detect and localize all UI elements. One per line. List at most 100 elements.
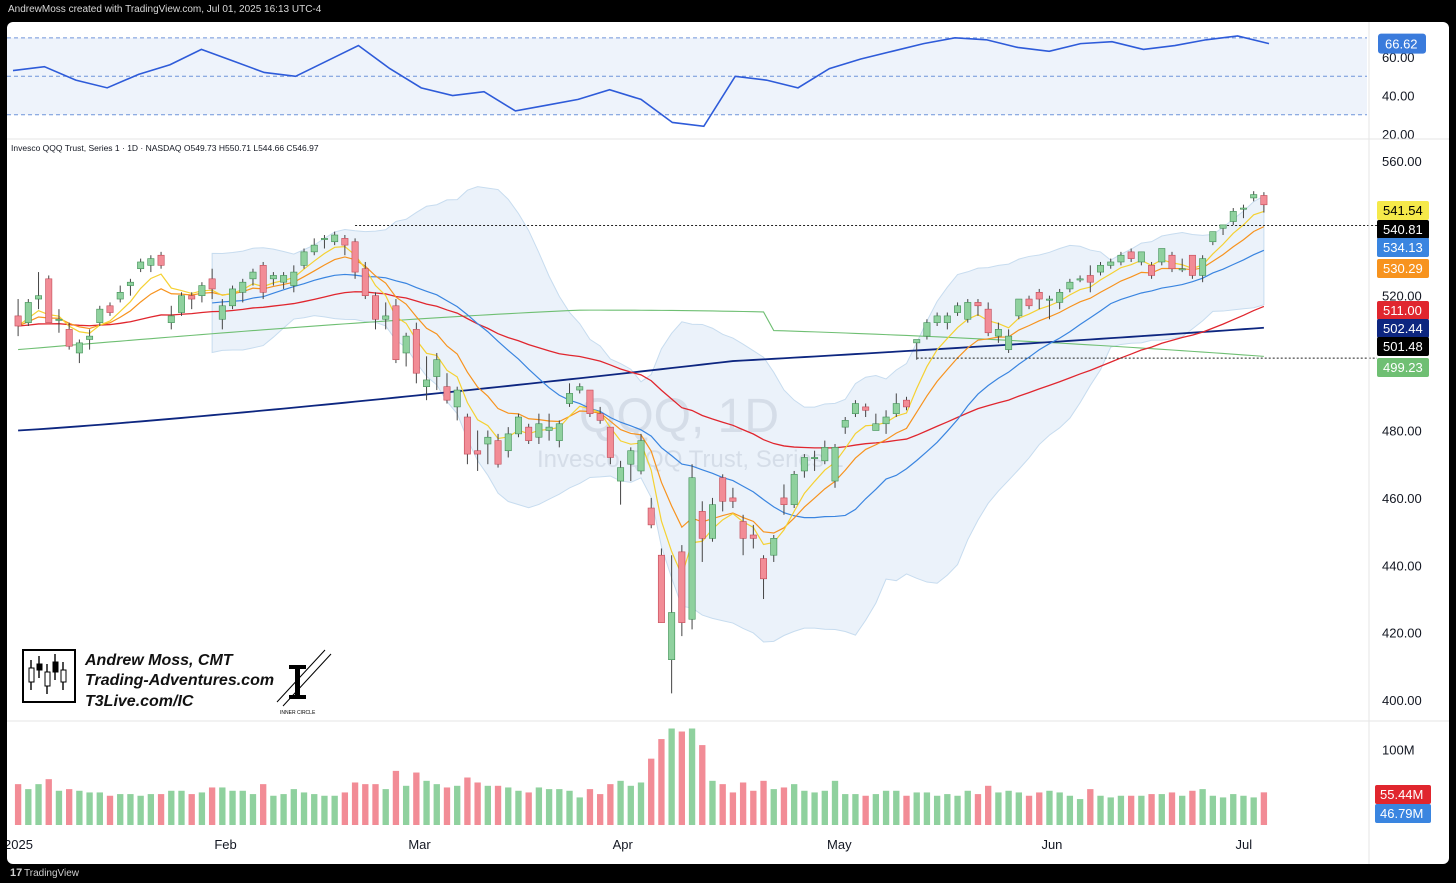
volume-bar [637,782,645,825]
candle [1117,251,1125,266]
time-axis-label: Apr [613,837,634,852]
author-name: Andrew Moss, CMT [84,652,234,669]
candle [351,238,359,279]
volume-bar [1066,795,1074,825]
volume-bar [362,784,369,825]
candle-body [412,329,420,374]
candle-body [851,403,859,414]
candle [188,292,196,310]
candle-body [351,241,359,273]
volume-bar [443,787,451,825]
volume-bar [423,780,430,825]
candle-body [1209,231,1217,243]
candle-body [1086,275,1094,283]
candle-body [800,457,808,472]
candle [586,389,594,418]
candle [1045,295,1053,320]
candle-body [494,440,502,465]
volume-bar [117,794,124,825]
candle [514,413,522,438]
volume-bar [270,795,277,825]
volume-bar [1260,792,1268,825]
volume-bar [576,797,583,825]
candle [249,268,257,286]
volume-bar [392,770,400,825]
volume-bar [413,772,420,825]
volume-badge [1375,804,1431,823]
volume-bar [494,785,502,825]
price-badge-label: 501.48 [1383,339,1423,354]
candle [423,356,431,401]
candle-body [474,450,482,455]
candle-body [382,315,390,320]
volume-bar [229,790,236,825]
candle-body [994,329,1002,337]
volume-bar [1168,792,1176,825]
volume-bar [382,789,389,825]
time-axis-label: May [827,837,852,852]
candle [933,312,941,327]
candle [65,322,73,350]
candle-body [96,308,104,323]
volume-bar [811,792,818,825]
candle-body [1158,248,1166,263]
candle [668,555,676,694]
tradingview-logo-icon[interactable]: 17 [10,867,23,879]
footer-bar: 17 TradingView [0,864,1456,883]
candle [749,524,757,549]
volume-bar [842,794,849,825]
candle-body [954,305,962,313]
candle [1086,265,1094,293]
candle-body [1015,298,1023,317]
volume-bar [454,785,461,825]
volume-tick-label: 100M [1382,743,1415,758]
volume-bar [14,784,22,825]
volume-bar [1117,795,1125,825]
candle [24,299,32,327]
rsi-tick-label: 60.00 [1382,50,1415,65]
ic-cap [289,665,306,669]
candle-body [943,315,951,323]
candle-body [790,474,798,505]
price-badge [1377,259,1429,278]
candle-body [1219,224,1227,229]
candle [1066,278,1074,293]
volume-bar [729,792,737,825]
candle [1076,275,1084,283]
volume-badge-label: 46.79M [1380,806,1423,821]
chart-canvas[interactable]: 60.00 40.00 20.00 66.62 Invesco QQQ Trust, S… [7,22,1449,864]
candle-body [280,275,288,283]
candle-body [606,426,614,458]
candle [167,305,175,330]
candle-body [372,295,379,320]
volume-bar [821,790,828,825]
volume-bar [106,795,114,825]
candle-body [657,554,665,623]
candle [208,268,216,300]
price-badge [1377,358,1429,377]
candle-body [75,342,83,354]
price-badge [1377,301,1429,320]
candle [443,373,451,404]
volume-bar [1250,797,1257,825]
volume-bar [1209,795,1217,825]
candle [259,261,267,300]
rsi-current-badge [1378,33,1426,54]
volume-bar [45,779,52,825]
symbol-legend: Invesco QQQ Trust, Series 1 · 1D · NASDA… [11,143,319,153]
candle-body [106,305,114,313]
tradingview-label[interactable]: TradingView [24,868,80,879]
volume-bar [903,795,910,825]
candle-body [586,389,594,414]
price-badge [1377,220,1429,239]
rsi-current-label: 66.62 [1385,37,1418,52]
candle-body [1178,268,1186,271]
candle-body [331,234,339,243]
candle-body [1188,254,1196,276]
ma-green-line [18,309,1264,357]
candle [913,339,921,360]
volume-bar [1076,799,1084,825]
volume-bar [862,795,869,825]
volume-bar [954,795,961,825]
candle [954,302,962,316]
